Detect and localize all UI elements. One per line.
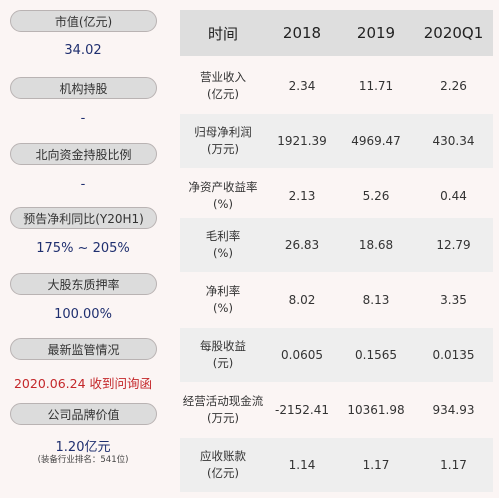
- row-label: 营业收入 (亿元): [200, 70, 246, 101]
- row-label: 应收账款 (亿元): [200, 449, 246, 480]
- row-value-2019: 5.26: [362, 189, 390, 203]
- header-2019: 2019: [356, 24, 396, 42]
- table-row: 经营活动现金流 (万元) -2152.41 10361.98 934.93: [180, 383, 493, 437]
- market-cap-value: 34.02: [64, 43, 102, 58]
- institutional-holding-label: 机构持股: [10, 77, 157, 99]
- brand-rank-note: (装备行业排名：541位): [37, 455, 129, 465]
- header-period: 时间: [207, 24, 238, 43]
- row-value-2018: -2152.41: [275, 403, 329, 417]
- row-label: 每股收益 (元): [200, 339, 246, 370]
- row-value-2019: 8.13: [362, 293, 390, 307]
- row-value-2020q1: 934.93: [432, 403, 475, 417]
- forecast-profit-label: 预告净利同比(Y20H1): [10, 207, 157, 229]
- row-value-2018: 2.13: [288, 189, 316, 203]
- row-value-2020q1: 430.34: [432, 134, 475, 148]
- northbound-holding-label: 北向资金持股比例: [10, 143, 157, 165]
- regulatory-status-value: 2020.06.24 收到问询函: [13, 376, 153, 391]
- row-value-2018: 8.02: [288, 293, 316, 307]
- row-value-2020q1: 2.26: [440, 79, 467, 93]
- table-row: 每股收益 (元) 0.0605 0.1565 0.0135: [180, 328, 493, 382]
- row-value-2018: 2.34: [288, 79, 316, 93]
- institutional-holding-value: -: [80, 111, 86, 126]
- financial-table: 时间 2018 2019 2020Q1 营业收入 (亿元) 2.34 11.71 …: [180, 10, 493, 498]
- northbound-holding-value: -: [80, 177, 86, 192]
- table-row: 毛利率 (%) 26.83 18.68 12.79: [180, 218, 493, 272]
- row-label: 净资产收益率 (%): [188, 180, 258, 211]
- brand-value-value: 1.20亿元: [55, 440, 111, 455]
- row-value-2018: 1.14: [288, 458, 316, 472]
- pledge-rate-label: 大股东质押率: [10, 273, 157, 295]
- header-2018: 2018: [282, 24, 322, 42]
- row-value-2019: 4969.47: [351, 134, 401, 148]
- row-value-2019: 1.17: [362, 458, 390, 472]
- row-value-2020q1: 0.44: [440, 189, 467, 203]
- row-value-2018: 26.83: [284, 238, 320, 252]
- row-label: 毛利率 (%): [205, 229, 241, 260]
- brand-value-label: 公司品牌价值: [10, 403, 157, 425]
- row-value-2020q1: 12.79: [436, 238, 471, 252]
- header-2020q1: 2020Q1: [423, 24, 484, 42]
- table-header: 时间 2018 2019 2020Q1: [180, 10, 493, 56]
- row-label: 净利率 (%): [205, 284, 241, 315]
- sidebar: 市值(亿元) 34.02 机构持股 - 北向资金持股比例 - 预告净利同比(Y2…: [0, 0, 170, 498]
- market-cap-label: 市值(亿元): [10, 10, 157, 32]
- row-value-2019: 11.71: [358, 79, 394, 93]
- row-value-2020q1: 0.0135: [432, 348, 475, 362]
- table-row: 净资产收益率 (%) 2.13 5.26 0.44: [180, 169, 493, 223]
- row-value-2019: 10361.98: [347, 403, 405, 417]
- table-row: 营业收入 (亿元) 2.34 11.71 2.26: [180, 59, 493, 113]
- row-value-2019: 0.1565: [355, 348, 397, 362]
- pledge-rate-value: 100.00%: [54, 307, 112, 322]
- row-value-2018: 0.0605: [281, 348, 323, 362]
- row-label: 归母净利润 (万元): [194, 125, 252, 156]
- row-value-2019: 18.68: [358, 238, 394, 252]
- forecast-profit-value: 175% ~ 205%: [36, 241, 130, 256]
- table-row: 归母净利润 (万元) 1921.39 4969.47 430.34: [180, 114, 493, 168]
- row-value-2020q1: 3.35: [440, 293, 467, 307]
- row-value-2018: 1921.39: [277, 134, 327, 148]
- table-row: 应收账款 (亿元) 1.14 1.17 1.17: [180, 438, 493, 492]
- table-row: 净利率 (%) 8.02 8.13 3.35: [180, 273, 493, 327]
- regulatory-status-label: 最新监管情况: [10, 338, 157, 360]
- row-label: 经营活动现金流 (万元): [182, 394, 264, 425]
- row-value-2020q1: 1.17: [440, 458, 467, 472]
